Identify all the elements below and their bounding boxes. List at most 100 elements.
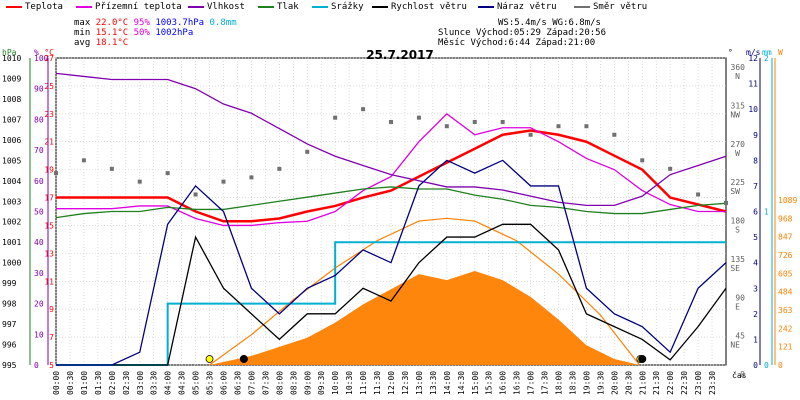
pressure-axis-tick: 1008: [2, 95, 21, 104]
legend-swatch: [6, 5, 22, 8]
stats-min-label: min: [74, 28, 91, 38]
solar-axis-tick: 484: [778, 288, 793, 297]
legend-swatch: [258, 5, 274, 8]
direction-compass: S: [735, 226, 740, 235]
wind-axis-tick: 4: [753, 259, 758, 268]
humidity-axis-tick: 90: [34, 85, 44, 94]
sunrise-time: Východ:05:29: [475, 28, 541, 38]
time-tick-label: 14:00: [443, 371, 452, 395]
pressure-axis-tick: 1001: [2, 238, 21, 247]
temperature-axis-tick: 15: [44, 221, 54, 230]
wind-axis-tick: 5: [753, 233, 758, 242]
wind-direction-point: [54, 171, 58, 176]
humidity-axis-tick: 70: [34, 146, 44, 155]
wind-direction-point: [333, 115, 338, 120]
pressure-axis-tick: 998: [2, 300, 17, 309]
wind-direction-point: [137, 179, 142, 184]
direction-tick: 270: [731, 140, 746, 149]
solar-axis-tick: 363: [778, 306, 793, 315]
time-tick-label: 11:30: [373, 371, 382, 395]
humidity-axis-tick: 60: [34, 177, 44, 186]
time-tick-label: 21:30: [652, 371, 661, 395]
direction-tick: 360: [731, 63, 746, 72]
wind-axis-tick: 8: [753, 156, 758, 165]
pressure-line: [55, 186, 727, 219]
stats-min-pressure: 1002hPa: [155, 28, 194, 38]
wind-gust-max: WG:6.8m/s: [552, 18, 601, 28]
rain-axis-tick: 1: [764, 208, 769, 217]
wind-direction-point: [668, 166, 673, 171]
time-tick-label: 02:00: [108, 371, 117, 395]
wind-direction-point: [361, 107, 366, 112]
pressure-axis-tick: 996: [2, 341, 17, 350]
legend-item-rain: Srážky: [312, 2, 364, 12]
temperature-axis-tick: 13: [44, 249, 54, 258]
stats-max-humidity: 95%: [133, 18, 150, 28]
pressure-axis-tick: 1009: [2, 74, 21, 83]
wind-direction-point: [500, 119, 505, 124]
temperature-line: [56, 129, 727, 223]
solar-axis-tick: 0: [778, 361, 783, 370]
time-tick-label: 18:00: [555, 371, 564, 395]
temperature-axis-tick: 25: [44, 82, 54, 91]
wind-axis-tick: 3: [753, 284, 758, 293]
stats-min-row: min 15.1°C 50% 1002hPa: [74, 28, 237, 38]
time-tick-label: 03:30: [150, 371, 159, 395]
time-tick-label: 12:30: [401, 371, 410, 395]
time-tick-label: 00:30: [66, 371, 75, 395]
sunset-time: Západ:20:56: [546, 28, 606, 38]
time-tick-label: 00:00: [52, 371, 61, 395]
legend-item-humidity: Vlhkost: [188, 2, 245, 12]
legend-swatch: [312, 5, 328, 8]
direction-axis-unit: °: [728, 48, 733, 57]
temperature-axis-tick: 7: [49, 333, 54, 342]
time-tick-label: 09:00: [303, 371, 312, 395]
temperature-axis-tick: 23: [44, 110, 54, 119]
temperature-axis-tick: 11: [44, 277, 54, 286]
legend-label: Teplota: [25, 2, 63, 12]
legend-item-wind-speed: Rychlost větru: [372, 2, 467, 12]
humidity-axis-tick: 50: [34, 208, 44, 217]
rain-line: [56, 241, 726, 366]
direction-tick: 315: [731, 101, 746, 110]
time-tick-label: 01:00: [80, 371, 89, 395]
sunrise-marker: [205, 355, 214, 363]
wind-row: WS:5.4m/s WG:6.8m/s: [438, 18, 606, 28]
wind-axis-tick: 11: [748, 80, 758, 89]
direction-tick: 45: [735, 332, 745, 341]
time-tick-label: 13:00: [415, 371, 424, 395]
pressure-axis-tick: 995: [2, 361, 17, 370]
time-tick-label: 17:00: [527, 371, 536, 395]
wind-direction-point: [416, 115, 421, 120]
wind-direction-point: [109, 166, 114, 171]
temperature-axis-tick: 17: [44, 194, 54, 203]
pressure-axis-tick: 1010: [2, 54, 21, 63]
time-tick-label: 04:30: [178, 371, 187, 395]
chart-legend: Teplota Přízemní teplota Vlhkost Tlak Sr…: [0, 2, 800, 16]
direction-compass: NW: [730, 110, 740, 119]
wind-axis-tick: 6: [753, 208, 758, 217]
wind-gust-line: [56, 159, 727, 366]
rain-axis-tick: 0: [764, 361, 769, 370]
time-tick-label: 18:30: [568, 371, 577, 395]
time-tick-label: 02:30: [122, 371, 131, 395]
humidity-axis-tick: 80: [34, 115, 44, 124]
sun-row: Slunce Východ:05:29 Západ:20:56: [438, 28, 606, 38]
stats-max-temp: 22.0°C: [95, 18, 129, 28]
temperature-axis-tick: 19: [44, 166, 54, 175]
moon-row: Měsíc Východ:6:44 Západ:21:00: [438, 38, 606, 48]
temperature-axis-tick: 9: [49, 305, 54, 314]
stats-block: max 22.0°C 95% 1003.7hPa 0.8mm min 15.1°…: [74, 18, 237, 48]
stats-max-pressure: 1003.7hPa: [155, 18, 205, 28]
time-tick-label: 05:30: [206, 371, 215, 395]
legend-swatch: [188, 5, 204, 8]
solar-axis-tick: 726: [778, 251, 793, 260]
pressure-axis-tick: 999: [2, 279, 17, 288]
time-tick-label: 20:00: [610, 371, 619, 395]
wind-speed-avg: WS:5.4m/s: [498, 18, 547, 28]
wind-direction-point: [528, 132, 533, 137]
time-tick-label: 19:00: [582, 371, 591, 395]
time-tick-label: 23:00: [694, 371, 703, 395]
legend-item-temperature: Teplota: [6, 2, 63, 12]
x-axis-label: čas: [732, 370, 747, 380]
